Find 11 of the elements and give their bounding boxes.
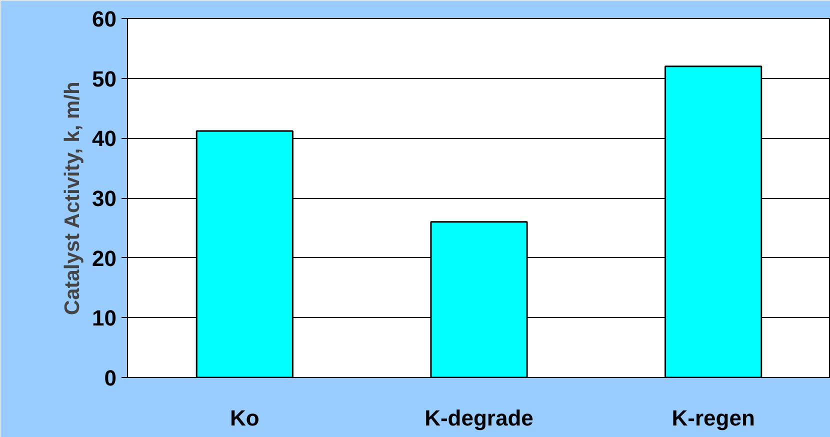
- x-tick-label: Ko: [230, 406, 260, 430]
- y-tick-label: 50: [92, 66, 117, 92]
- y-tick-label: 60: [92, 6, 117, 32]
- y-tick-label: 20: [92, 246, 117, 271]
- x-tick-label: K-degrade: [424, 406, 534, 430]
- y-tick-label: 10: [92, 306, 117, 331]
- y-axis-title: Catalyst Activity, k, m/h: [61, 82, 84, 316]
- y-tick-label: 40: [92, 126, 117, 152]
- y-tick-label: 30: [92, 186, 117, 211]
- x-tick-label: K-regen: [672, 406, 755, 430]
- y-tick-label: 0: [104, 366, 117, 390]
